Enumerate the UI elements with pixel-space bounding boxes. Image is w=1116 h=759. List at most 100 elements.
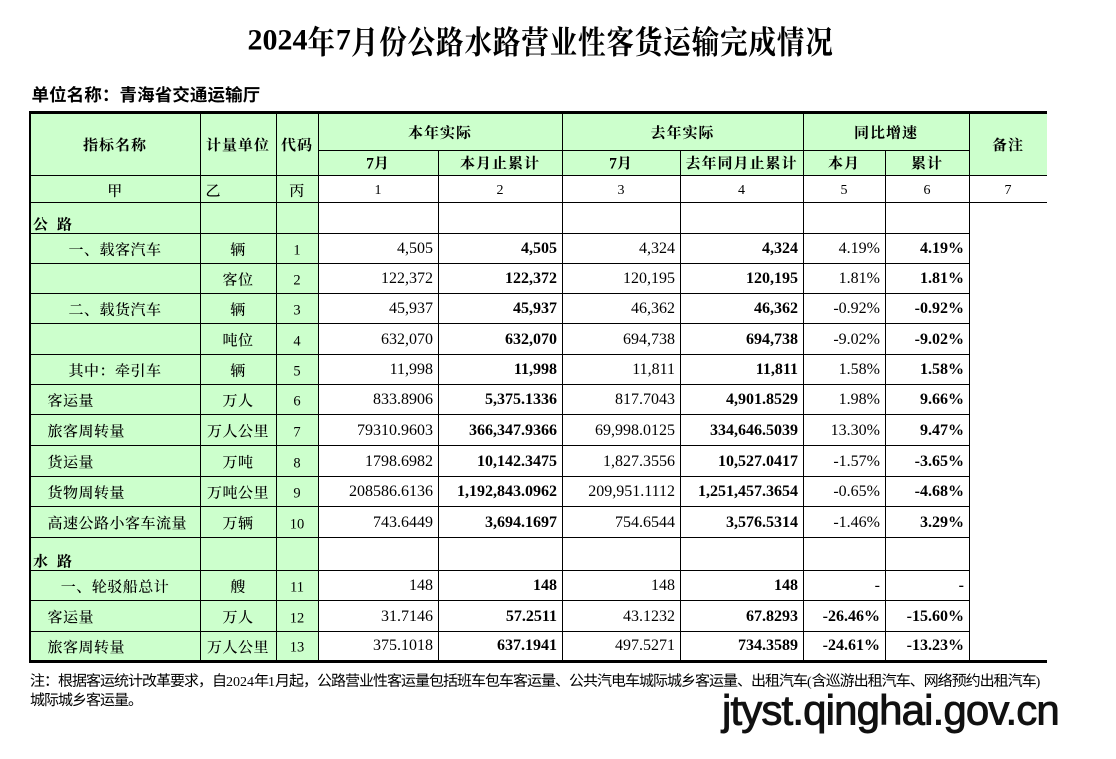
svg-text:6: 6 <box>924 183 931 198</box>
svg-text:2024: 2024 <box>248 24 308 57</box>
svg-text:-1.46%: -1.46% <box>833 514 880 531</box>
svg-text:3: 3 <box>293 303 300 319</box>
svg-text:11,811: 11,811 <box>632 361 675 378</box>
svg-text:1.98%: 1.98% <box>839 391 880 408</box>
svg-text:67.8293: 67.8293 <box>746 608 798 625</box>
svg-text:334,646.5039: 334,646.5039 <box>710 422 798 439</box>
svg-text:9.47%: 9.47% <box>920 422 964 439</box>
svg-text:3.29%: 3.29% <box>920 514 964 531</box>
svg-text:148: 148 <box>533 577 557 594</box>
svg-text:8: 8 <box>293 456 300 472</box>
svg-text:148: 148 <box>651 577 675 594</box>
svg-text:13.30%: 13.30% <box>831 422 880 439</box>
svg-text:5: 5 <box>293 364 300 380</box>
svg-text:375.1018: 375.1018 <box>373 637 433 654</box>
svg-text:1: 1 <box>293 243 300 259</box>
svg-text:754.6544: 754.6544 <box>615 514 675 531</box>
svg-text:1,251,457.3654: 1,251,457.3654 <box>698 483 798 500</box>
svg-text:-3.65%: -3.65% <box>915 453 964 470</box>
svg-text:1,827.3556: 1,827.3556 <box>603 453 675 470</box>
svg-text:9.66%: 9.66% <box>920 391 964 408</box>
svg-text:-0.92%: -0.92% <box>833 300 880 317</box>
svg-text:208586.6136: 208586.6136 <box>349 483 433 500</box>
svg-text:31.7146: 31.7146 <box>381 608 433 625</box>
svg-text:4,324: 4,324 <box>762 240 798 257</box>
svg-text:148: 148 <box>774 577 798 594</box>
svg-text:-: - <box>875 577 880 594</box>
svg-text:1: 1 <box>268 675 275 690</box>
svg-text:4.19%: 4.19% <box>839 240 880 257</box>
svg-text:7: 7 <box>366 155 374 172</box>
svg-text:148: 148 <box>409 577 433 594</box>
svg-text:(: ( <box>807 675 812 690</box>
svg-text:jtyst.qinghai.gov.cn: jtyst.qinghai.gov.cn <box>720 687 1059 734</box>
svg-text:122,372: 122,372 <box>505 270 557 287</box>
svg-text:9: 9 <box>293 486 300 502</box>
svg-text:2: 2 <box>293 273 300 289</box>
svg-text:7: 7 <box>293 425 300 441</box>
svg-text:1.58%: 1.58% <box>920 361 964 378</box>
svg-text:-0.65%: -0.65% <box>833 483 880 500</box>
svg-text:7: 7 <box>1005 183 1012 198</box>
svg-text:57.2511: 57.2511 <box>506 608 557 625</box>
svg-text:122,372: 122,372 <box>381 270 433 287</box>
svg-text:2024: 2024 <box>226 675 254 690</box>
svg-text:632,070: 632,070 <box>381 331 433 348</box>
svg-text:4,505: 4,505 <box>397 240 433 257</box>
svg-text:45,937: 45,937 <box>389 300 433 317</box>
svg-text:-4.68%: -4.68% <box>915 483 964 500</box>
svg-text:-1.57%: -1.57% <box>833 453 880 470</box>
svg-text:1,192,843.0962: 1,192,843.0962 <box>457 483 557 500</box>
svg-text:13: 13 <box>290 640 305 656</box>
svg-text:5,375.1336: 5,375.1336 <box>485 391 557 408</box>
svg-text:10,142.3475: 10,142.3475 <box>477 453 557 470</box>
svg-text:12: 12 <box>290 611 305 627</box>
svg-text:209,951.1112: 209,951.1112 <box>588 483 675 500</box>
svg-text:11: 11 <box>290 580 304 596</box>
svg-text:-: - <box>959 577 964 594</box>
svg-text:-0.92%: -0.92% <box>915 300 964 317</box>
svg-text:7: 7 <box>609 155 617 172</box>
svg-text:120,195: 120,195 <box>746 270 798 287</box>
svg-text:497.5271: 497.5271 <box>615 637 675 654</box>
svg-text:1.81%: 1.81% <box>920 270 964 287</box>
svg-text:4,901.8529: 4,901.8529 <box>726 391 798 408</box>
svg-text:4: 4 <box>293 334 301 350</box>
svg-text:4,505: 4,505 <box>521 240 557 257</box>
svg-text:10: 10 <box>290 517 305 533</box>
svg-text:5: 5 <box>841 183 848 198</box>
svg-text:43.1232: 43.1232 <box>623 608 675 625</box>
svg-text:743.6449: 743.6449 <box>373 514 433 531</box>
svg-text:1: 1 <box>375 183 382 198</box>
svg-text:-26.46%: -26.46% <box>823 608 880 625</box>
svg-text:-9.02%: -9.02% <box>833 331 880 348</box>
svg-text:4: 4 <box>738 183 745 198</box>
svg-text:11,998: 11,998 <box>514 361 557 378</box>
svg-text:45,937: 45,937 <box>513 300 557 317</box>
svg-text:632,070: 632,070 <box>505 331 557 348</box>
svg-text:3,576.5314: 3,576.5314 <box>726 514 798 531</box>
svg-text:-15.60%: -15.60% <box>907 608 964 625</box>
svg-text:): ) <box>1036 675 1041 690</box>
svg-text:11,998: 11,998 <box>390 361 433 378</box>
svg-text:734.3589: 734.3589 <box>738 637 798 654</box>
svg-text:2: 2 <box>497 183 504 198</box>
svg-text:-24.61%: -24.61% <box>823 637 880 654</box>
svg-text:46,362: 46,362 <box>754 300 798 317</box>
svg-text:69,998.0125: 69,998.0125 <box>595 422 675 439</box>
svg-text:694,738: 694,738 <box>746 331 798 348</box>
svg-text:4,324: 4,324 <box>639 240 675 257</box>
svg-text:-9.02%: -9.02% <box>915 331 964 348</box>
svg-text:1.58%: 1.58% <box>839 361 880 378</box>
svg-text:10,527.0417: 10,527.0417 <box>718 453 798 470</box>
svg-text:833.8906: 833.8906 <box>373 391 433 408</box>
svg-text:3,694.1697: 3,694.1697 <box>485 514 557 531</box>
svg-text:11,811: 11,811 <box>756 361 798 378</box>
svg-text:3: 3 <box>618 183 625 198</box>
svg-text:817.7043: 817.7043 <box>615 391 675 408</box>
svg-text:4.19%: 4.19% <box>920 240 964 257</box>
svg-text:366,347.9366: 366,347.9366 <box>469 422 557 439</box>
svg-text:120,195: 120,195 <box>623 270 675 287</box>
svg-text:637.1941: 637.1941 <box>497 637 557 654</box>
svg-text:7: 7 <box>336 24 351 57</box>
